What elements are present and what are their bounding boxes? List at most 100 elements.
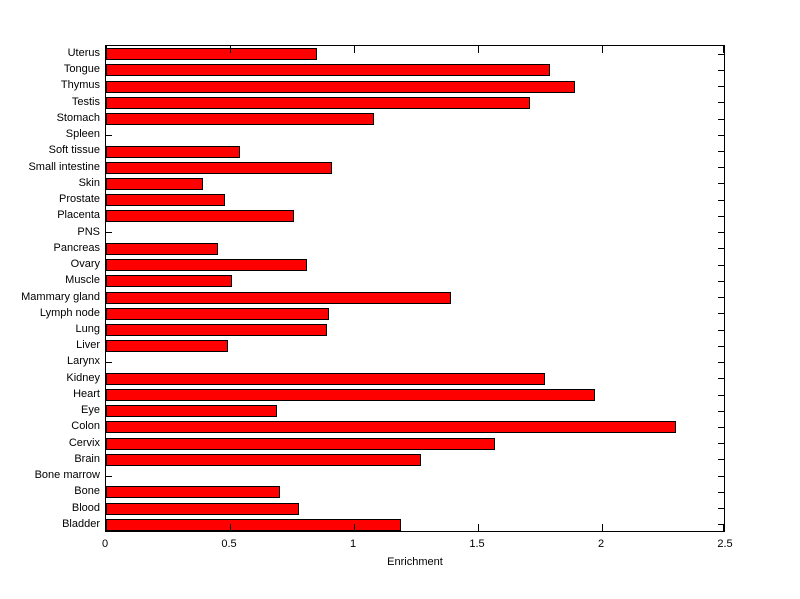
bar-pancreas <box>106 242 218 255</box>
x-tick-top-2.5 <box>723 46 724 53</box>
bar-bone <box>106 486 280 499</box>
x-tick-label-1.5: 1.5 <box>469 538 485 550</box>
bar-placenta <box>106 210 295 223</box>
bar-blood <box>106 502 300 515</box>
y-tick-right-bone <box>718 491 724 493</box>
x-tick-label-2.5: 2.5 <box>717 538 733 550</box>
y-tick-right-mammary-gland <box>718 297 724 299</box>
y-tick-right-uterus <box>718 53 724 55</box>
y-tick-label-stomach: Stomach <box>56 111 100 124</box>
bar-muscle <box>106 275 233 288</box>
y-tick-left-spleen <box>106 134 112 136</box>
bar-prostate <box>106 194 226 207</box>
bar-lung <box>106 324 327 337</box>
bar-bladder <box>106 518 402 531</box>
bar-mammary-gland <box>106 291 451 304</box>
x-tick-bottom-2 <box>602 524 603 531</box>
y-tick-right-muscle <box>718 280 724 282</box>
y-tick-label-bone: Bone <box>74 485 100 498</box>
y-tick-label-eye: Eye <box>81 404 100 417</box>
bar-soft-tissue <box>106 145 240 158</box>
y-tick-left-larynx <box>106 362 112 364</box>
y-tick-right-colon <box>718 426 724 428</box>
y-tick-label-placenta: Placenta <box>57 209 100 222</box>
y-tick-label-mammary-gland: Mammary gland <box>21 290 100 303</box>
y-tick-right-cervix <box>718 443 724 445</box>
bar-eye <box>106 405 278 418</box>
y-tick-label-spleen: Spleen <box>65 128 100 141</box>
y-tick-label-heart: Heart <box>73 387 100 400</box>
x-tick-label-0.5: 0.5 <box>221 538 237 550</box>
x-tick-bottom-0 <box>106 524 107 531</box>
x-tick-label-1: 1 <box>349 538 357 550</box>
y-tick-right-small-intestine <box>718 167 724 169</box>
bar-small-intestine <box>106 161 332 174</box>
bar-colon <box>106 421 677 434</box>
y-tick-right-placenta <box>718 215 724 217</box>
x-tick-bottom-1 <box>354 524 355 531</box>
y-tick-label-lung: Lung <box>75 322 100 335</box>
y-tick-label-brain: Brain <box>74 452 100 465</box>
y-tick-label-lymph-node: Lymph node <box>39 306 100 319</box>
y-tick-right-larynx <box>718 362 724 364</box>
x-tick-top-0 <box>106 46 107 53</box>
y-tick-label-pancreas: Pancreas <box>53 241 100 254</box>
y-tick-right-spleen <box>718 134 724 136</box>
y-tick-label-small-intestine: Small intestine <box>28 160 100 173</box>
bar-brain <box>106 453 421 466</box>
y-tick-right-thymus <box>718 86 724 88</box>
y-tick-right-bone-marrow <box>718 475 724 477</box>
bar-stomach <box>106 113 374 126</box>
y-tick-label-testis: Testis <box>71 95 100 108</box>
bar-thymus <box>106 80 575 93</box>
y-tick-right-blood <box>718 508 724 510</box>
x-tick-label-2: 2 <box>597 538 605 550</box>
bar-testis <box>106 96 531 109</box>
y-tick-right-ovary <box>718 264 724 266</box>
x-tick-bottom-1.5 <box>478 524 479 531</box>
x-tick-top-2 <box>602 46 603 53</box>
y-tick-label-larynx: Larynx <box>66 355 100 368</box>
y-tick-label-skin: Skin <box>78 176 100 189</box>
x-tick-bottom-2.5 <box>723 524 724 531</box>
y-tick-right-prostate <box>718 199 724 201</box>
y-tick-label-muscle: Muscle <box>65 274 100 287</box>
x-tick-top-0.5 <box>230 46 231 53</box>
y-tick-label-thymus: Thymus <box>60 79 100 92</box>
y-tick-right-eye <box>718 410 724 412</box>
y-tick-label-bone-marrow: Bone marrow <box>34 469 100 482</box>
x-axis-title: Enrichment <box>387 556 443 568</box>
bar-kidney <box>106 372 545 385</box>
y-tick-label-bladder: Bladder <box>62 517 100 530</box>
bar-uterus <box>106 48 317 61</box>
x-tick-bottom-0.5 <box>230 524 231 531</box>
bar-ovary <box>106 259 307 272</box>
plot-area <box>105 45 725 532</box>
y-tick-left-bone-marrow <box>106 475 112 477</box>
y-tick-label-soft-tissue: Soft tissue <box>48 144 100 157</box>
y-tick-right-heart <box>718 394 724 396</box>
y-tick-right-stomach <box>718 118 724 120</box>
y-tick-label-uterus: Uterus <box>67 47 100 59</box>
y-tick-label-liver: Liver <box>76 339 100 352</box>
y-tick-right-skin <box>718 183 724 185</box>
y-tick-right-soft-tissue <box>718 151 724 153</box>
y-tick-left-pns <box>106 232 112 234</box>
bar-heart <box>106 389 595 402</box>
bar-skin <box>106 177 203 190</box>
y-tick-right-testis <box>718 102 724 104</box>
bar-lymph-node <box>106 307 330 320</box>
y-tick-right-pancreas <box>718 248 724 250</box>
y-tick-right-lung <box>718 329 724 331</box>
y-tick-right-bladder <box>718 524 724 526</box>
y-tick-label-colon: Colon <box>71 420 100 433</box>
bar-tongue <box>106 64 550 77</box>
x-tick-label-0: 0 <box>101 538 109 550</box>
y-tick-label-prostate: Prostate <box>59 193 100 206</box>
y-tick-label-tongue: Tongue <box>63 63 100 76</box>
bar-cervix <box>106 437 496 450</box>
x-tick-top-1.5 <box>478 46 479 53</box>
y-tick-label-cervix: Cervix <box>68 436 100 449</box>
y-tick-label-blood: Blood <box>71 501 100 514</box>
